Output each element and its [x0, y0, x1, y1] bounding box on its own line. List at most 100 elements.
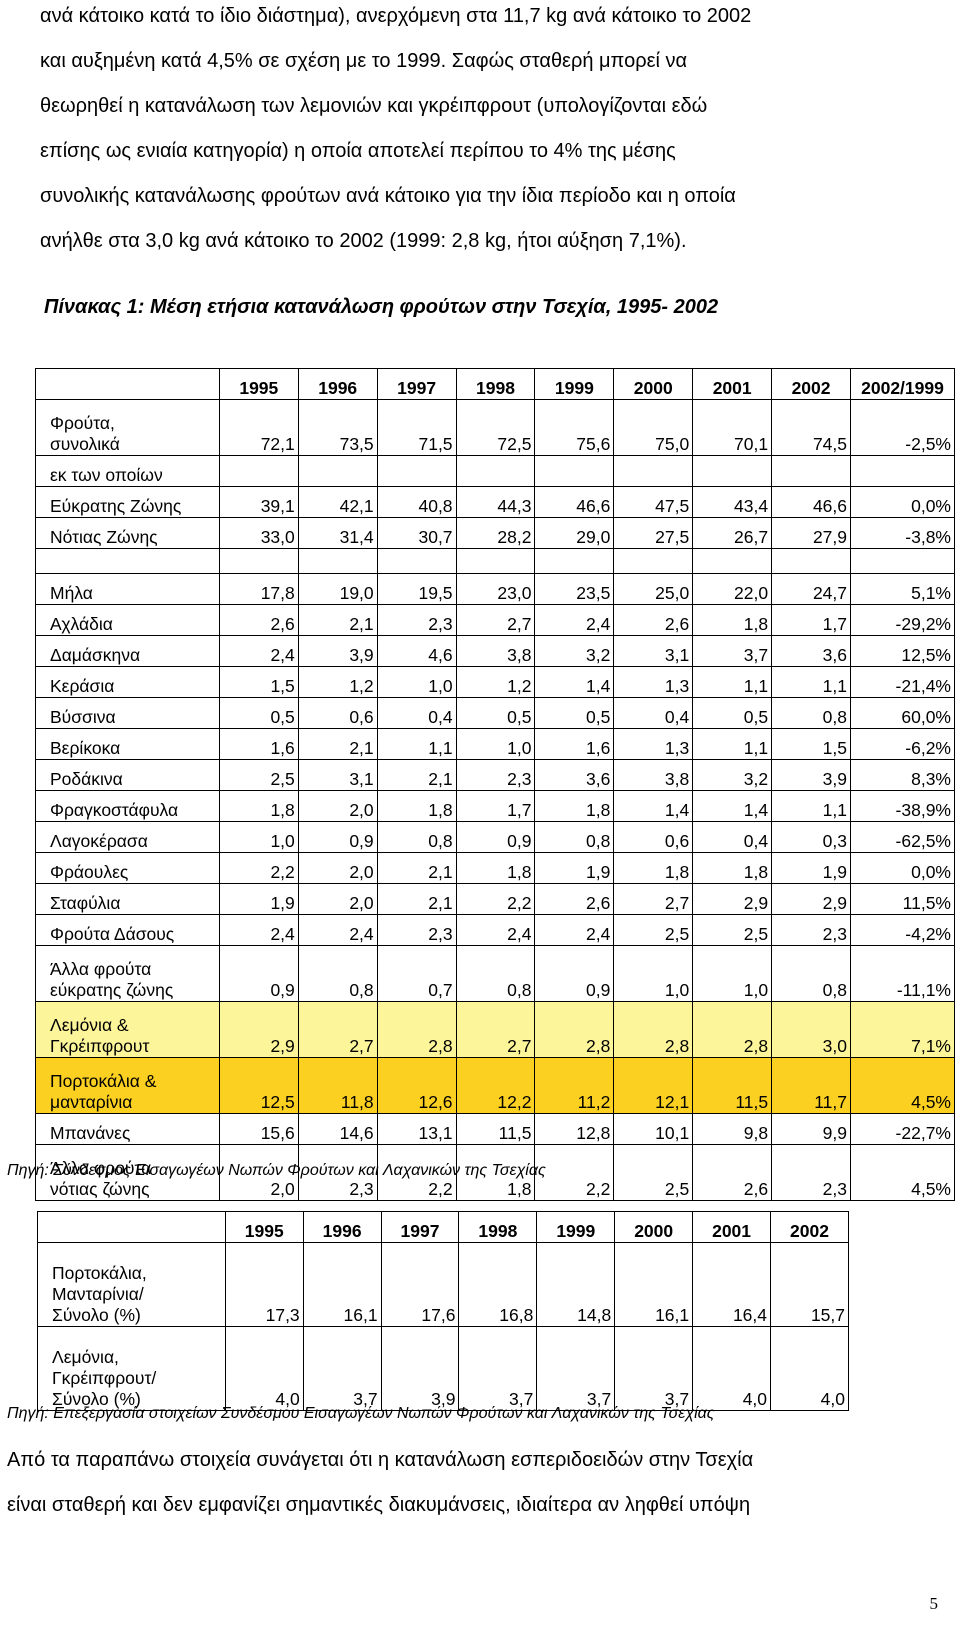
row-label: Νότιας Ζώνης [35, 517, 220, 549]
table-cell: 3,9 [380, 1326, 460, 1411]
citrus-share-table: 1995 1996 1997 1998 1999 2000 2001 2002 Πορτοκά… [37, 1211, 849, 1411]
table-cell: -21,4% [850, 666, 955, 698]
table-cell: 2,1 [297, 604, 378, 636]
table-cell: 1,7 [455, 790, 536, 822]
table-cell: -38,9% [850, 790, 955, 822]
row-label: Ροδάκινα [35, 759, 220, 791]
row-label: Φρούτα, συνολικά [35, 399, 220, 456]
table-cell: 2,2 [534, 1144, 615, 1201]
table-cell: 2,9 [218, 1001, 299, 1058]
table-cell: -62,5% [850, 821, 955, 853]
table-cell [613, 455, 694, 487]
table-cell: 9,8 [692, 1113, 773, 1145]
table-row [35, 548, 955, 574]
table-cell: 1,8 [455, 852, 536, 884]
table-row: Φράουλες 2,2 2,0 2,1 1,8 1,9 1,8 1,8 1,9 0,0% [35, 852, 955, 884]
table-cell [692, 455, 773, 487]
table-cell: 2,2 [376, 1144, 457, 1201]
table-cell: 1,1 [771, 666, 851, 698]
table-cell: 3,9 [771, 759, 851, 791]
table-cell: 2,6 [613, 604, 694, 636]
table-cell: 1,8 [376, 790, 457, 822]
table-cell: 1,0 [613, 945, 694, 1002]
table-cell: 0,6 [297, 697, 378, 729]
table-cell [455, 455, 536, 487]
table-cell: 11,8 [297, 1057, 378, 1114]
table-cell: 4,0 [692, 1326, 772, 1411]
table-cell: 0,5 [534, 697, 615, 729]
table-cell: 13,1 [376, 1113, 457, 1145]
row-label: Φραγκοστάφυλα [35, 790, 220, 822]
table-cell: 3,6 [534, 759, 615, 791]
table-row: Κεράσια 1,5 1,2 1,0 1,2 1,4 1,3 1,1 1,1 -21,4% [35, 666, 955, 698]
table-cell: 1,5 [771, 728, 851, 760]
table-cell: 2,7 [455, 1001, 536, 1058]
table-cell: 0,8 [297, 945, 378, 1002]
table-cell: 0,7 [376, 945, 457, 1002]
intro-paragraph: ανά κάτοικο κατά το ίδιο διάστημα), ανερ… [40, 0, 920, 264]
table-cell: 14,6 [297, 1113, 378, 1145]
table-cell: 1,8 [218, 790, 299, 822]
table-cell: 2,3 [771, 1144, 851, 1201]
table-cell: 1,0 [376, 666, 457, 698]
table-cell: -6,2% [850, 728, 955, 760]
table-row: Φρούτα, συνολικά 72,1 73,5 71,5 72,5 75,6 75,0 7… [35, 399, 955, 456]
table-cell: 2,3 [771, 914, 851, 946]
intro-line: θεωρηθεί η κατανάλωση των λεμονιών και γ… [40, 95, 708, 117]
table-row: Μπανάνες 15,6 14,6 13,1 11,5 12,8 10,1 9,8 9,9 -2… [35, 1113, 955, 1145]
table-cell: 15,7 [770, 1242, 849, 1327]
table-cell: 1,9 [218, 883, 299, 915]
intro-line: και αυξημένη κατά 4,5% σε σχέση με το 19… [40, 50, 688, 72]
column-header: 2000 [614, 1211, 694, 1243]
table-cell: 2,4 [297, 914, 378, 946]
table-cell: 3,8 [613, 759, 694, 791]
table-cell: 12,5% [850, 635, 955, 667]
table-cell: 2,8 [534, 1001, 615, 1058]
table-cell: 0,8 [771, 945, 851, 1002]
conclusion-line: είναι σταθερή και δεν εμφανίζει σημαντικ… [7, 1494, 751, 1516]
table-cell: 1,8 [692, 604, 773, 636]
table-cell: 19,0 [297, 573, 378, 605]
intro-line: συνολικής κατανάλωσης φρούτων ανά κάτοικ… [40, 185, 736, 207]
table-cell: 2,6 [692, 1144, 773, 1201]
conclusion-paragraph: Από τα παραπάνω στοιχεία συνάγεται ότι η… [7, 1438, 957, 1528]
table-cell: 2,7 [613, 883, 694, 915]
table-cell: 23,5 [534, 573, 615, 605]
table-cell [771, 548, 851, 574]
table-cell: 1,0 [692, 945, 773, 1002]
table-cell: 17,6 [380, 1242, 460, 1327]
table-cell: 1,0 [218, 821, 299, 853]
table-cell: 2,1 [376, 883, 457, 915]
table-cell [376, 548, 457, 574]
table-cell: 14,8 [536, 1242, 616, 1327]
table-cell [534, 548, 615, 574]
table-cell: 8,3% [850, 759, 955, 791]
column-header: 2001 [692, 1211, 772, 1243]
table-cell: 11,5 [692, 1057, 773, 1114]
table-cell: -2,5% [850, 399, 955, 456]
table-cell: 0,8 [771, 697, 851, 729]
table-cell: 2,0 [297, 852, 378, 884]
table-row: Πορτοκάλια, Μανταρίνια/Σύνολο (%) 17,3 16,1… [37, 1242, 849, 1327]
column-header: 2002 [770, 1211, 849, 1243]
header-corner-cell [35, 368, 220, 400]
fruit-consumption-table: 1995 1996 1997 1998 1999 2000 2001 2002 2002/199… [35, 368, 955, 1201]
table-cell: 0,0% [850, 852, 955, 884]
table-cell: 1,0 [455, 728, 536, 760]
row-label: Λεμόνια & Γκρέιπφρουτ [35, 1001, 220, 1058]
table-cell: 0,8 [376, 821, 457, 853]
table-cell: 1,2 [297, 666, 378, 698]
table-cell: 22,0 [692, 573, 773, 605]
table-cell: 0,9 [455, 821, 536, 853]
table-cell: 3,7 [458, 1326, 538, 1411]
row-label: Μπανάνες [35, 1113, 220, 1145]
table-cell: 3,8 [455, 635, 536, 667]
row-label [35, 548, 220, 574]
table-cell: 2,3 [376, 914, 457, 946]
table-cell: -29,2% [850, 604, 955, 636]
table-row: Άλλα φρούτα νότιας ζώνης 2,0 2,3 2,2 1,8 2,2 2,… [35, 1144, 955, 1201]
table-cell: 47,5 [613, 486, 694, 518]
header-row: 1995 1996 1997 1998 1999 2000 2001 2002 [37, 1211, 849, 1243]
column-header: 1996 [297, 368, 378, 400]
table-cell: 60,0% [850, 697, 955, 729]
